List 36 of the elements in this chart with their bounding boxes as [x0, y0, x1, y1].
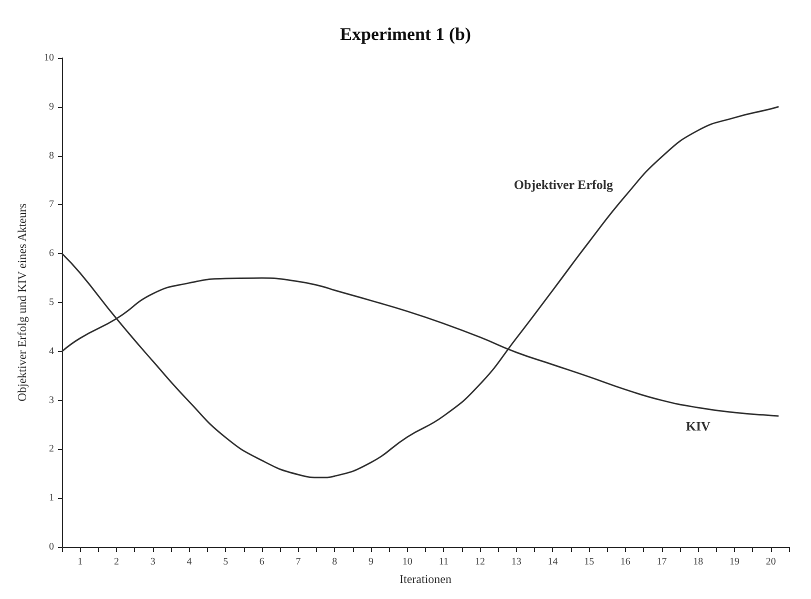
y-tick-label: 1 — [49, 492, 54, 504]
x-tick-label: 14 — [548, 556, 558, 568]
y-tick-label: 7 — [49, 199, 54, 210]
y-tick-label: 9 — [49, 101, 54, 112]
y-tick-label: 0 — [49, 542, 54, 552]
x-tick-label: 19 — [729, 556, 740, 568]
x-tick-label: 18 — [693, 556, 704, 568]
y-tick-label: 5 — [49, 297, 54, 308]
x-tick-label: 5 — [223, 556, 228, 568]
y-tick-label: 8 — [49, 150, 54, 162]
series-label: Objektiver Erfolg — [514, 176, 614, 192]
x-tick-label: 6 — [259, 556, 264, 568]
y-axis-title: Objektiver Erfolg und KIV eines Akteurs — [15, 203, 29, 402]
x-tick-label: 9 — [368, 556, 374, 568]
chart-title: Experiment 1 (b) — [340, 24, 471, 44]
x-tick-label: 10 — [402, 556, 412, 568]
series-label: KIV — [686, 418, 712, 434]
y-tick-label: 6 — [49, 248, 54, 260]
y-tick-label: 2 — [49, 444, 54, 455]
y-tick-label: 10 — [44, 52, 54, 64]
x-tick-label: 16 — [620, 556, 630, 568]
x-tick-label: 12 — [475, 556, 486, 568]
x-tick-label: 3 — [150, 556, 156, 568]
x-tick-label: 13 — [511, 556, 522, 568]
y-tick-label: 4 — [49, 346, 54, 357]
x-tick-label: 2 — [114, 556, 120, 568]
x-tick-label: 1 — [78, 556, 83, 568]
x-tick-label: 20 — [766, 556, 776, 568]
x-axis-title: Iterationen — [400, 572, 452, 586]
x-tick-label: 8 — [332, 556, 338, 568]
x-tick-label: 7 — [296, 556, 301, 568]
x-tick-label: 17 — [656, 556, 667, 568]
x-tick-label: 15 — [584, 556, 594, 568]
x-tick-label: 4 — [186, 556, 192, 568]
y-tick-label: 3 — [49, 394, 54, 406]
x-tick-label: 11 — [438, 556, 448, 568]
